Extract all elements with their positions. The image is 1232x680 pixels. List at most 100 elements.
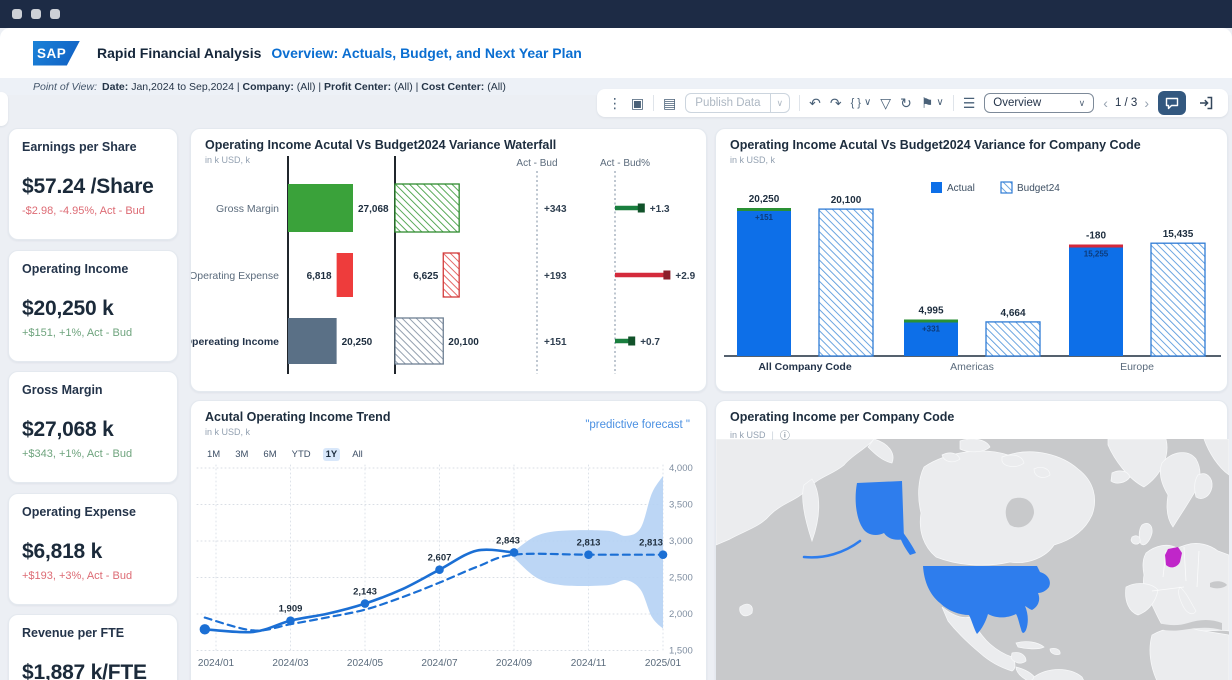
validate-icon[interactable]: ▣ [630,95,645,111]
chevron-down-icon[interactable]: ∨ [936,97,944,108]
bookmark-icon[interactable]: ⚑ [920,95,934,111]
pov-filter-value[interactable]: (All) [391,80,413,93]
act-bud-value: +151 [544,337,567,348]
comment-mode-button[interactable] [1158,91,1186,115]
data-point[interactable] [360,599,370,608]
range-button-3m[interactable]: 3M [235,449,249,460]
y-tick-label: 4,000 [669,463,693,474]
waterfall-budget-bar-2[interactable] [394,317,444,365]
bar-top-label: 15,435 [1163,229,1194,240]
kpi-card-revenue-per-fte[interactable]: Revenue per FTE $1,887 k/FTE [8,614,178,680]
page-list-icon[interactable]: ☰ [962,95,976,111]
window-control-dot[interactable] [12,9,22,19]
map-landmass [1015,666,1037,680]
pov-filter-value[interactable]: Jan,2024 to Sep,2024 [128,80,234,93]
actual-bar-1[interactable] [904,319,958,356]
map-region-alaska-panhandle[interactable] [899,531,916,555]
kpi-delta: -$2.98, -4.95%, Act - Bud [22,205,145,217]
pct-bar-1[interactable] [615,272,670,278]
trend-chart-card: Acutal Operating Income Trend in k USD, … [190,400,707,680]
braces-icon[interactable]: { } [850,96,861,109]
kpi-card-operating-income[interactable]: Operating Income $20,250 k +$151, +1%, Act… [8,249,178,362]
map-country-border [1196,550,1200,588]
page-navigator: ‹ 1 / 3 › [1103,95,1149,111]
page-view-dropdown[interactable]: Overview ∨ [984,93,1095,113]
data-point[interactable] [509,548,519,557]
pov-filter-label[interactable]: Date: [102,80,129,93]
waterfall-actual-bar-0[interactable] [288,184,353,232]
kpi-card-earnings-per-share[interactable]: Earnings per Share $57.24 /Share -$2.98, -… [8,128,178,240]
trend-chart[interactable]: 4,000 3,500 3,000 2,500 2,000 1,500 2024/01 202… [191,401,708,680]
x-tick-label: 2024/11 [571,658,607,669]
budget-bar-1[interactable] [985,321,1041,357]
page-subtitle-link[interactable]: Overview: Actuals, Budget, and Next Year… [271,45,582,61]
map-landmass [1049,648,1061,655]
actual-bar-2[interactable] [1069,244,1123,356]
company-code-chart[interactable]: Actual Budget24 20,250 +151 20,100 All Compan… [716,129,1229,393]
prev-page-icon[interactable]: ‹ [1103,95,1108,111]
company-code-chart-card: Operating Income Acutal Vs Budget2024 Va… [715,128,1228,392]
world-map[interactable] [716,439,1229,680]
exit-button[interactable] [1195,92,1217,114]
waterfall-chart[interactable]: Act - Bud Act - Bud% Gross Margin 27,068 +34… [191,129,708,393]
pov-prefix: Point of View: [33,80,98,93]
bookmark-menu[interactable]: ⚑ ∨ [921,96,944,110]
pct-bar-2[interactable] [615,338,635,344]
chevron-down-icon[interactable]: ∨ [863,97,872,108]
pov-separator: | [315,80,325,93]
data-point[interactable] [199,624,211,635]
map-region-alaska[interactable] [855,481,904,540]
filter-icon[interactable]: ▽ [880,95,892,111]
pct-bar-0[interactable] [615,205,644,211]
refresh-icon[interactable]: ↻ [900,95,912,111]
kebab-menu-icon[interactable]: ⋮ [607,95,622,111]
kpi-card-operating-expense[interactable]: Operating Expense $6,818 k +$193, +3%, Act… [8,492,178,605]
publish-data-button[interactable]: Publish Data [685,93,771,113]
pct-bar-head [637,203,645,213]
range-button-all[interactable]: All [352,449,363,460]
waterfall-budget-bar-0[interactable] [394,183,460,233]
pov-filter-label[interactable]: Cost Center: [421,80,485,93]
export-icon[interactable]: ▤ [663,95,677,111]
act-bud-pct-value: +0.7 [640,337,660,348]
waterfall-budget-bar-1[interactable] [442,252,460,298]
data-point[interactable] [584,550,593,559]
range-button-1y[interactable]: 1Y [322,448,341,461]
formula-menu[interactable]: { } ∨ [850,96,872,109]
range-button-6m[interactable]: 6M [263,449,277,460]
publish-dropdown-chevron-icon[interactable]: ∨ [770,93,791,113]
act-bud-value: +193 [544,271,567,282]
map-region-germany[interactable] [1165,547,1182,568]
pov-filter-value[interactable]: (All) [484,80,506,93]
range-button-ytd[interactable]: YTD [291,449,311,460]
story-toolbar: ⋮ ▣ ▤ Publish Data ∨ ↶ ↷ { } ∨ ▽ ↻ ⚑ ∨ ☰… [596,89,1228,117]
next-page-icon[interactable]: › [1144,95,1149,111]
data-point[interactable] [658,550,668,559]
map-region-united-states[interactable] [923,566,1050,634]
map-landmass [959,439,991,453]
budget-bar-2[interactable] [1150,242,1206,357]
y-tick-label: 1,500 [669,646,693,657]
data-point[interactable] [435,565,444,574]
waterfall-actual-bar-1[interactable] [336,253,353,297]
kpi-card-gross-margin[interactable]: Gross Margin $27,068 k +$343, +1%, Act - B… [8,371,178,483]
waterfall-row-label: Gross Margin [216,203,279,215]
window-control-dot[interactable] [31,9,41,19]
info-icon[interactable]: ⓘ [779,431,790,442]
undo-icon[interactable]: ↶ [809,95,821,111]
pov-filter-value[interactable]: (All) [293,80,316,93]
legend-actual-label: Actual [947,183,975,194]
data-point[interactable] [286,616,295,625]
window-control-dot[interactable] [50,9,60,19]
pov-filter-label[interactable]: Profit Center: [324,80,392,93]
act-bud-pct-value: +2.9 [675,271,695,282]
chart-title: Operating Income per Company Code [730,410,955,424]
redo-icon[interactable]: ↷ [829,95,842,111]
actual-bar-0[interactable] [737,208,791,356]
publish-data-split-button[interactable]: Publish Data ∨ [685,93,791,113]
pov-filter-label[interactable]: Company: [242,80,294,93]
waterfall-actual-bar-2[interactable] [288,318,337,364]
budget-bar-0[interactable] [818,208,874,357]
point-of-view-bar[interactable]: Point of View: Date: Jan,2024 to Sep,2024… [0,78,1232,95]
range-button-1m[interactable]: 1M [207,449,221,460]
